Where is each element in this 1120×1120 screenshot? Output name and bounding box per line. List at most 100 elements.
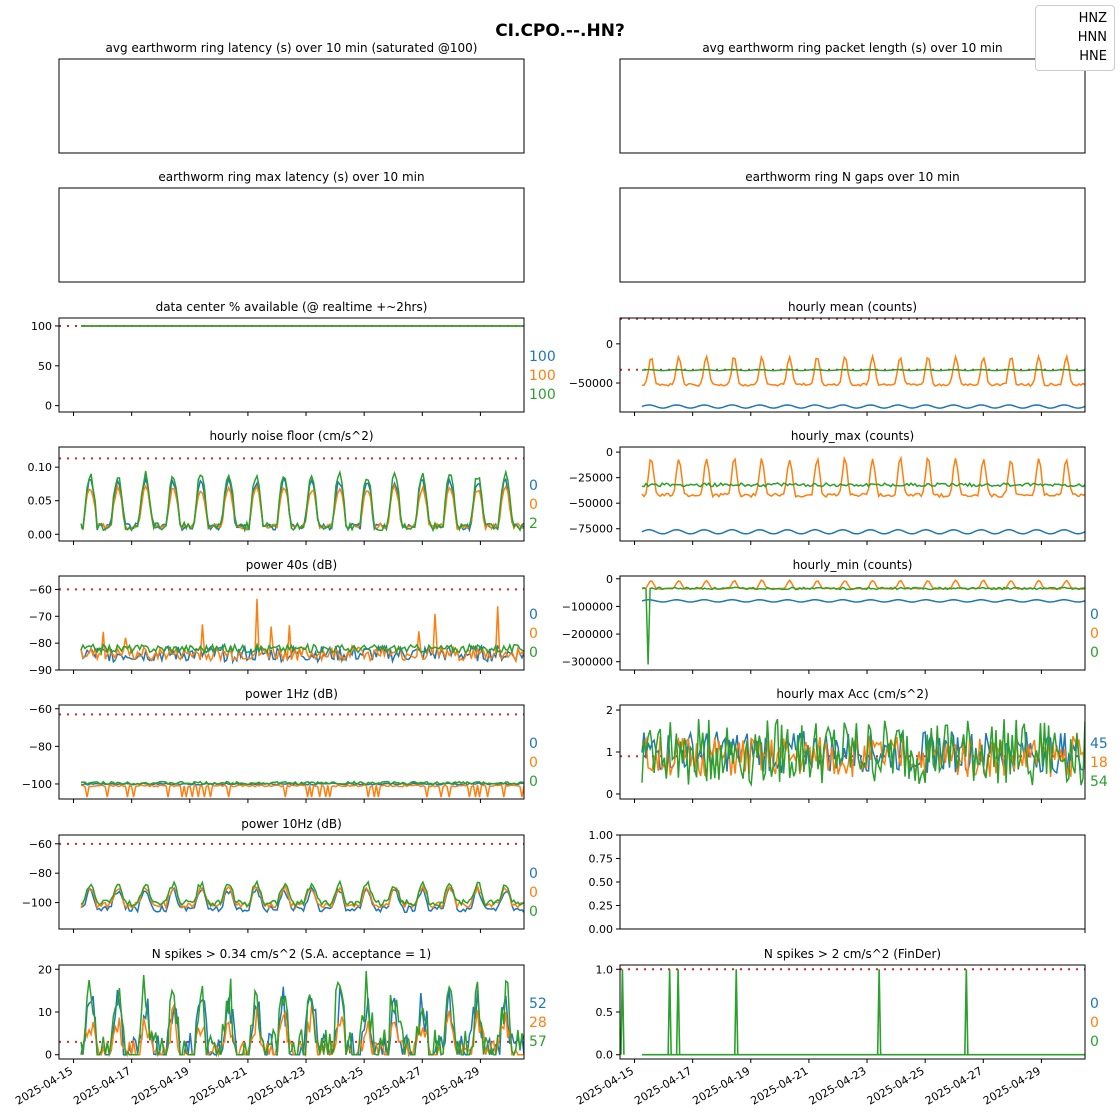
plot-frame [619,187,1086,283]
series-line-hnz [641,599,1085,603]
series-line-hne [641,481,1085,488]
y-tick-label: 20 [38,963,52,976]
y-tick-label: 0 [45,1049,52,1062]
legend-item-hnn: HNN [1077,30,1107,45]
panel-title: power 10Hz (dB) [241,817,342,831]
annotation-hnz: 0 [529,607,538,623]
panel-hourly_max: hourly_max (counts) 0 −25000 −50000 −75000 [569,429,1086,545]
y-tick-label: 0.10 [28,461,53,474]
panel-title: hourly mean (counts) [788,300,917,314]
annotation-hnn: 18 [1090,755,1108,771]
y-tick-label: −100 [22,778,52,791]
annotation-hnz: 100 [529,349,556,365]
y-tick-label: 0.50 [589,876,614,889]
annotation-hne: 57 [529,1034,547,1050]
series-line-hnn [642,353,1085,388]
annotation-hnn: 0 [529,885,538,901]
y-tick-label: −100 [22,897,52,910]
y-tick-label: 0 [606,446,613,459]
panel-title: avg earthworm ring latency (s) over 10 m… [106,41,478,55]
panel-title: hourly_min (counts) [793,558,913,572]
plot-frame [619,964,1086,1060]
series-line-hne [80,879,524,908]
x-tick-label: 2025-04-15 [574,1064,636,1107]
annotation-hne: 2 [529,516,538,532]
x-tick-label: 2025-04-29 [420,1064,482,1107]
plot-frame [58,575,525,671]
plot-frame [58,964,525,1060]
legend-item-hne: HNE [1079,49,1107,64]
series-line-hnn [80,783,524,798]
y-tick-label: −80 [29,867,52,880]
y-tick-label: 100 [31,320,52,333]
annotation-hnn: 0 [529,497,538,513]
y-tick-label: 1.0 [596,963,614,976]
series-line-hne [641,586,1085,665]
plot-frame [58,317,525,413]
series-line-hne [80,642,524,655]
y-tick-label: 10 [38,1006,52,1019]
plot-frame [58,187,525,283]
figure-title: CI.CPO.--.HN? [495,21,625,41]
annotation-hnz: 52 [529,996,547,1012]
series-line-hnn [641,455,1085,499]
series-line-hnz [641,404,1085,409]
annotation-hnn: 28 [529,1015,547,1031]
annotation-hnz: 45 [1090,736,1108,752]
annotation-hnn: 0 [529,755,538,771]
event-spike [620,969,625,1055]
y-tick-label: −70 [29,610,52,623]
annotation-hnz: 0 [529,478,538,494]
y-tick-label: −90 [29,664,52,677]
panel-spikes_2: N spikes > 2 cm/s^2 (FinDer) 0.0 0.5 1.0 202… [574,947,1099,1108]
panel-title: N spikes > 2 cm/s^2 (FinDer) [764,947,941,961]
y-tick-label: 0.75 [589,853,614,866]
y-tick-label: 50 [38,360,52,373]
y-tick-label: −80 [29,740,52,753]
y-tick-label: 1.00 [589,829,614,842]
panel-noise_floor: hourly noise floor (cm/s^2) 0.00 0.05 0.10 0… [28,429,538,545]
annotation-hnn: 100 [529,368,556,384]
x-tick-label: 2025-04-27 [923,1064,985,1107]
plot-frame [58,58,525,154]
event-spike [667,969,672,1055]
y-tick-label: 0.0 [596,1049,614,1062]
y-tick-label: −75000 [569,523,613,536]
annotation-hnz: 0 [529,736,538,752]
annotation-hnn: 0 [529,626,538,642]
panel-title: avg earthworm ring packet length (s) ove… [702,41,1002,55]
annotation-hnz: 0 [1090,607,1099,623]
y-tick-label: −300000 [562,656,613,669]
x-tick-label: 2025-04-19 [690,1064,752,1107]
panel-latency_avg: avg earthworm ring latency (s) over 10 m… [58,41,525,154]
x-tick-label: 2025-04-17 [71,1064,133,1107]
panel-availability: data center % available (@ realtime +~2h… [31,300,556,416]
panel-n_gaps: earthworm ring N gaps over 10 min [619,170,1086,283]
legend-item-hnz: HNZ [1078,11,1107,26]
annotation-hne: 0 [529,774,538,790]
y-tick-label: −200000 [562,628,613,641]
series-line-hnz [641,529,1085,535]
plot-frame [619,446,1086,542]
x-tick-label: 2025-04-19 [129,1064,191,1107]
plot-frame [619,575,1086,671]
y-tick-label: −60 [29,583,52,596]
series-line-hne [641,718,1085,787]
series-line-hne [80,780,524,786]
y-tick-label: 0 [45,400,52,413]
plot-frame [619,317,1086,413]
panel-title: power 1Hz (dB) [245,687,338,701]
panel-power_1hz: power 1Hz (dB) −60 −80 −100 0 0 0 [22,687,538,803]
y-tick-label: −100000 [562,600,613,613]
panel-title: data center % available (@ realtime +~2h… [156,300,428,314]
annotation-hne: 54 [1090,774,1108,790]
series-line-hnz [80,643,524,665]
annotation-hne: 0 [1090,645,1099,661]
annotation-hne: 100 [529,387,556,403]
series-line-hnn [80,598,524,663]
y-tick-label: −25000 [569,472,613,485]
y-tick-label: 0.00 [589,923,614,936]
x-tick-label: 2025-04-25 [304,1064,366,1107]
annotation-hne: 0 [529,645,538,661]
annotation-hnn: 0 [1090,626,1099,642]
